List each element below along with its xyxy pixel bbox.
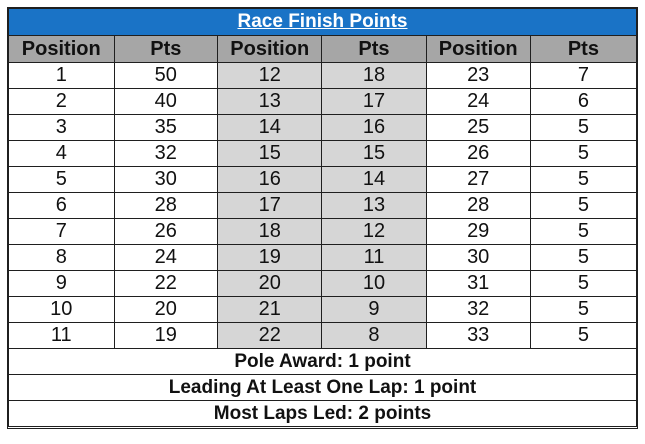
cell-pts: 50	[113, 62, 219, 89]
cell-pts: 15	[321, 140, 427, 167]
cell-position: 16	[217, 166, 323, 193]
cell-pts: 9	[321, 296, 427, 323]
cell-pts: 5	[529, 166, 638, 193]
cell-position: 24	[425, 88, 531, 115]
table-row: 10 20 21 9 32 5	[8, 296, 638, 323]
cell-pts: 5	[529, 322, 638, 349]
cell-pts: 5	[529, 140, 638, 167]
table-row: 7 26 18 12 29 5	[8, 218, 638, 245]
cell-position: 3	[8, 114, 115, 141]
cell-pts: 32	[113, 140, 219, 167]
cell-pts: 5	[529, 270, 638, 297]
cell-position: 32	[425, 296, 531, 323]
cell-pts: 19	[113, 322, 219, 349]
cell-pts: 40	[113, 88, 219, 115]
cell-position: 18	[217, 218, 323, 245]
table-row: 11 19 22 8 33 5	[8, 322, 638, 349]
cell-position: 8	[8, 244, 115, 271]
cell-position: 4	[8, 140, 115, 167]
header-row: Position Pts Position Pts Position Pts	[8, 35, 638, 63]
cell-pts: 24	[113, 244, 219, 271]
header-pts-1: Pts	[113, 35, 219, 63]
cell-pts: 17	[321, 88, 427, 115]
note-pole-award: Pole Award: 1 point	[8, 348, 637, 375]
cell-position: 15	[217, 140, 323, 167]
cell-position: 6	[8, 192, 115, 219]
cell-pts: 35	[113, 114, 219, 141]
cell-position: 14	[217, 114, 323, 141]
cell-position: 30	[425, 244, 531, 271]
cell-position: 5	[8, 166, 115, 193]
cell-pts: 11	[321, 244, 427, 271]
cell-position: 31	[425, 270, 531, 297]
cell-position: 23	[425, 62, 531, 89]
cell-pts: 26	[113, 218, 219, 245]
cell-pts: 28	[113, 192, 219, 219]
race-finish-points-table: Race Finish Points Position Pts Position…	[8, 8, 638, 427]
header-position-2: Position	[217, 35, 323, 63]
cell-position: 29	[425, 218, 531, 245]
cell-pts: 22	[113, 270, 219, 297]
cell-position: 22	[217, 322, 323, 349]
cell-pts: 6	[529, 88, 638, 115]
cell-position: 28	[425, 192, 531, 219]
header-pts-2: Pts	[321, 35, 427, 63]
note-most-laps-led: Most Laps Led: 2 points	[8, 400, 637, 427]
cell-position: 1	[8, 62, 115, 89]
cell-pts: 10	[321, 270, 427, 297]
table-row: 9 22 20 10 31 5	[8, 270, 638, 297]
cell-position: 20	[217, 270, 323, 297]
table-row: 5 30 16 14 27 5	[8, 166, 638, 193]
cell-pts: 12	[321, 218, 427, 245]
cell-position: 11	[8, 322, 115, 349]
cell-position: 12	[217, 62, 323, 89]
cell-position: 27	[425, 166, 531, 193]
table-row: 6 28 17 13 28 5	[8, 192, 638, 219]
cell-pts: 7	[529, 62, 638, 89]
cell-pts: 5	[529, 296, 638, 323]
cell-pts: 14	[321, 166, 427, 193]
cell-pts: 5	[529, 192, 638, 219]
cell-position: 26	[425, 140, 531, 167]
table-row: 8 24 19 11 30 5	[8, 244, 638, 271]
cell-position: 19	[217, 244, 323, 271]
cell-pts: 5	[529, 244, 638, 271]
cell-position: 2	[8, 88, 115, 115]
cell-position: 17	[217, 192, 323, 219]
cell-position: 25	[425, 114, 531, 141]
header-pts-3: Pts	[529, 35, 638, 63]
header-position-1: Position	[8, 35, 115, 63]
table-body: 1 50 12 18 23 7 2 40 13 17 24 6 3 35 14 16 25 5 4 32 15 15 26 5…	[8, 62, 638, 349]
cell-position: 21	[217, 296, 323, 323]
cell-pts: 5	[529, 218, 638, 245]
cell-position: 9	[8, 270, 115, 297]
cell-pts: 8	[321, 322, 427, 349]
cell-position: 13	[217, 88, 323, 115]
header-position-3: Position	[425, 35, 531, 63]
cell-pts: 16	[321, 114, 427, 141]
table-row: 2 40 13 17 24 6	[8, 88, 638, 115]
cell-pts: 30	[113, 166, 219, 193]
table-row: 4 32 15 15 26 5	[8, 140, 638, 167]
cell-pts: 5	[529, 114, 638, 141]
table-row: 3 35 14 16 25 5	[8, 114, 638, 141]
table-row: 1 50 12 18 23 7	[8, 62, 638, 89]
cell-position: 10	[8, 296, 115, 323]
cell-pts: 13	[321, 192, 427, 219]
cell-pts: 20	[113, 296, 219, 323]
table-title: Race Finish Points	[8, 8, 637, 36]
cell-pts: 18	[321, 62, 427, 89]
cell-position: 7	[8, 218, 115, 245]
points-table-frame: Race Finish Points Position Pts Position…	[7, 7, 638, 429]
cell-position: 33	[425, 322, 531, 349]
note-leading-lap: Leading At Least One Lap: 1 point	[8, 374, 637, 401]
